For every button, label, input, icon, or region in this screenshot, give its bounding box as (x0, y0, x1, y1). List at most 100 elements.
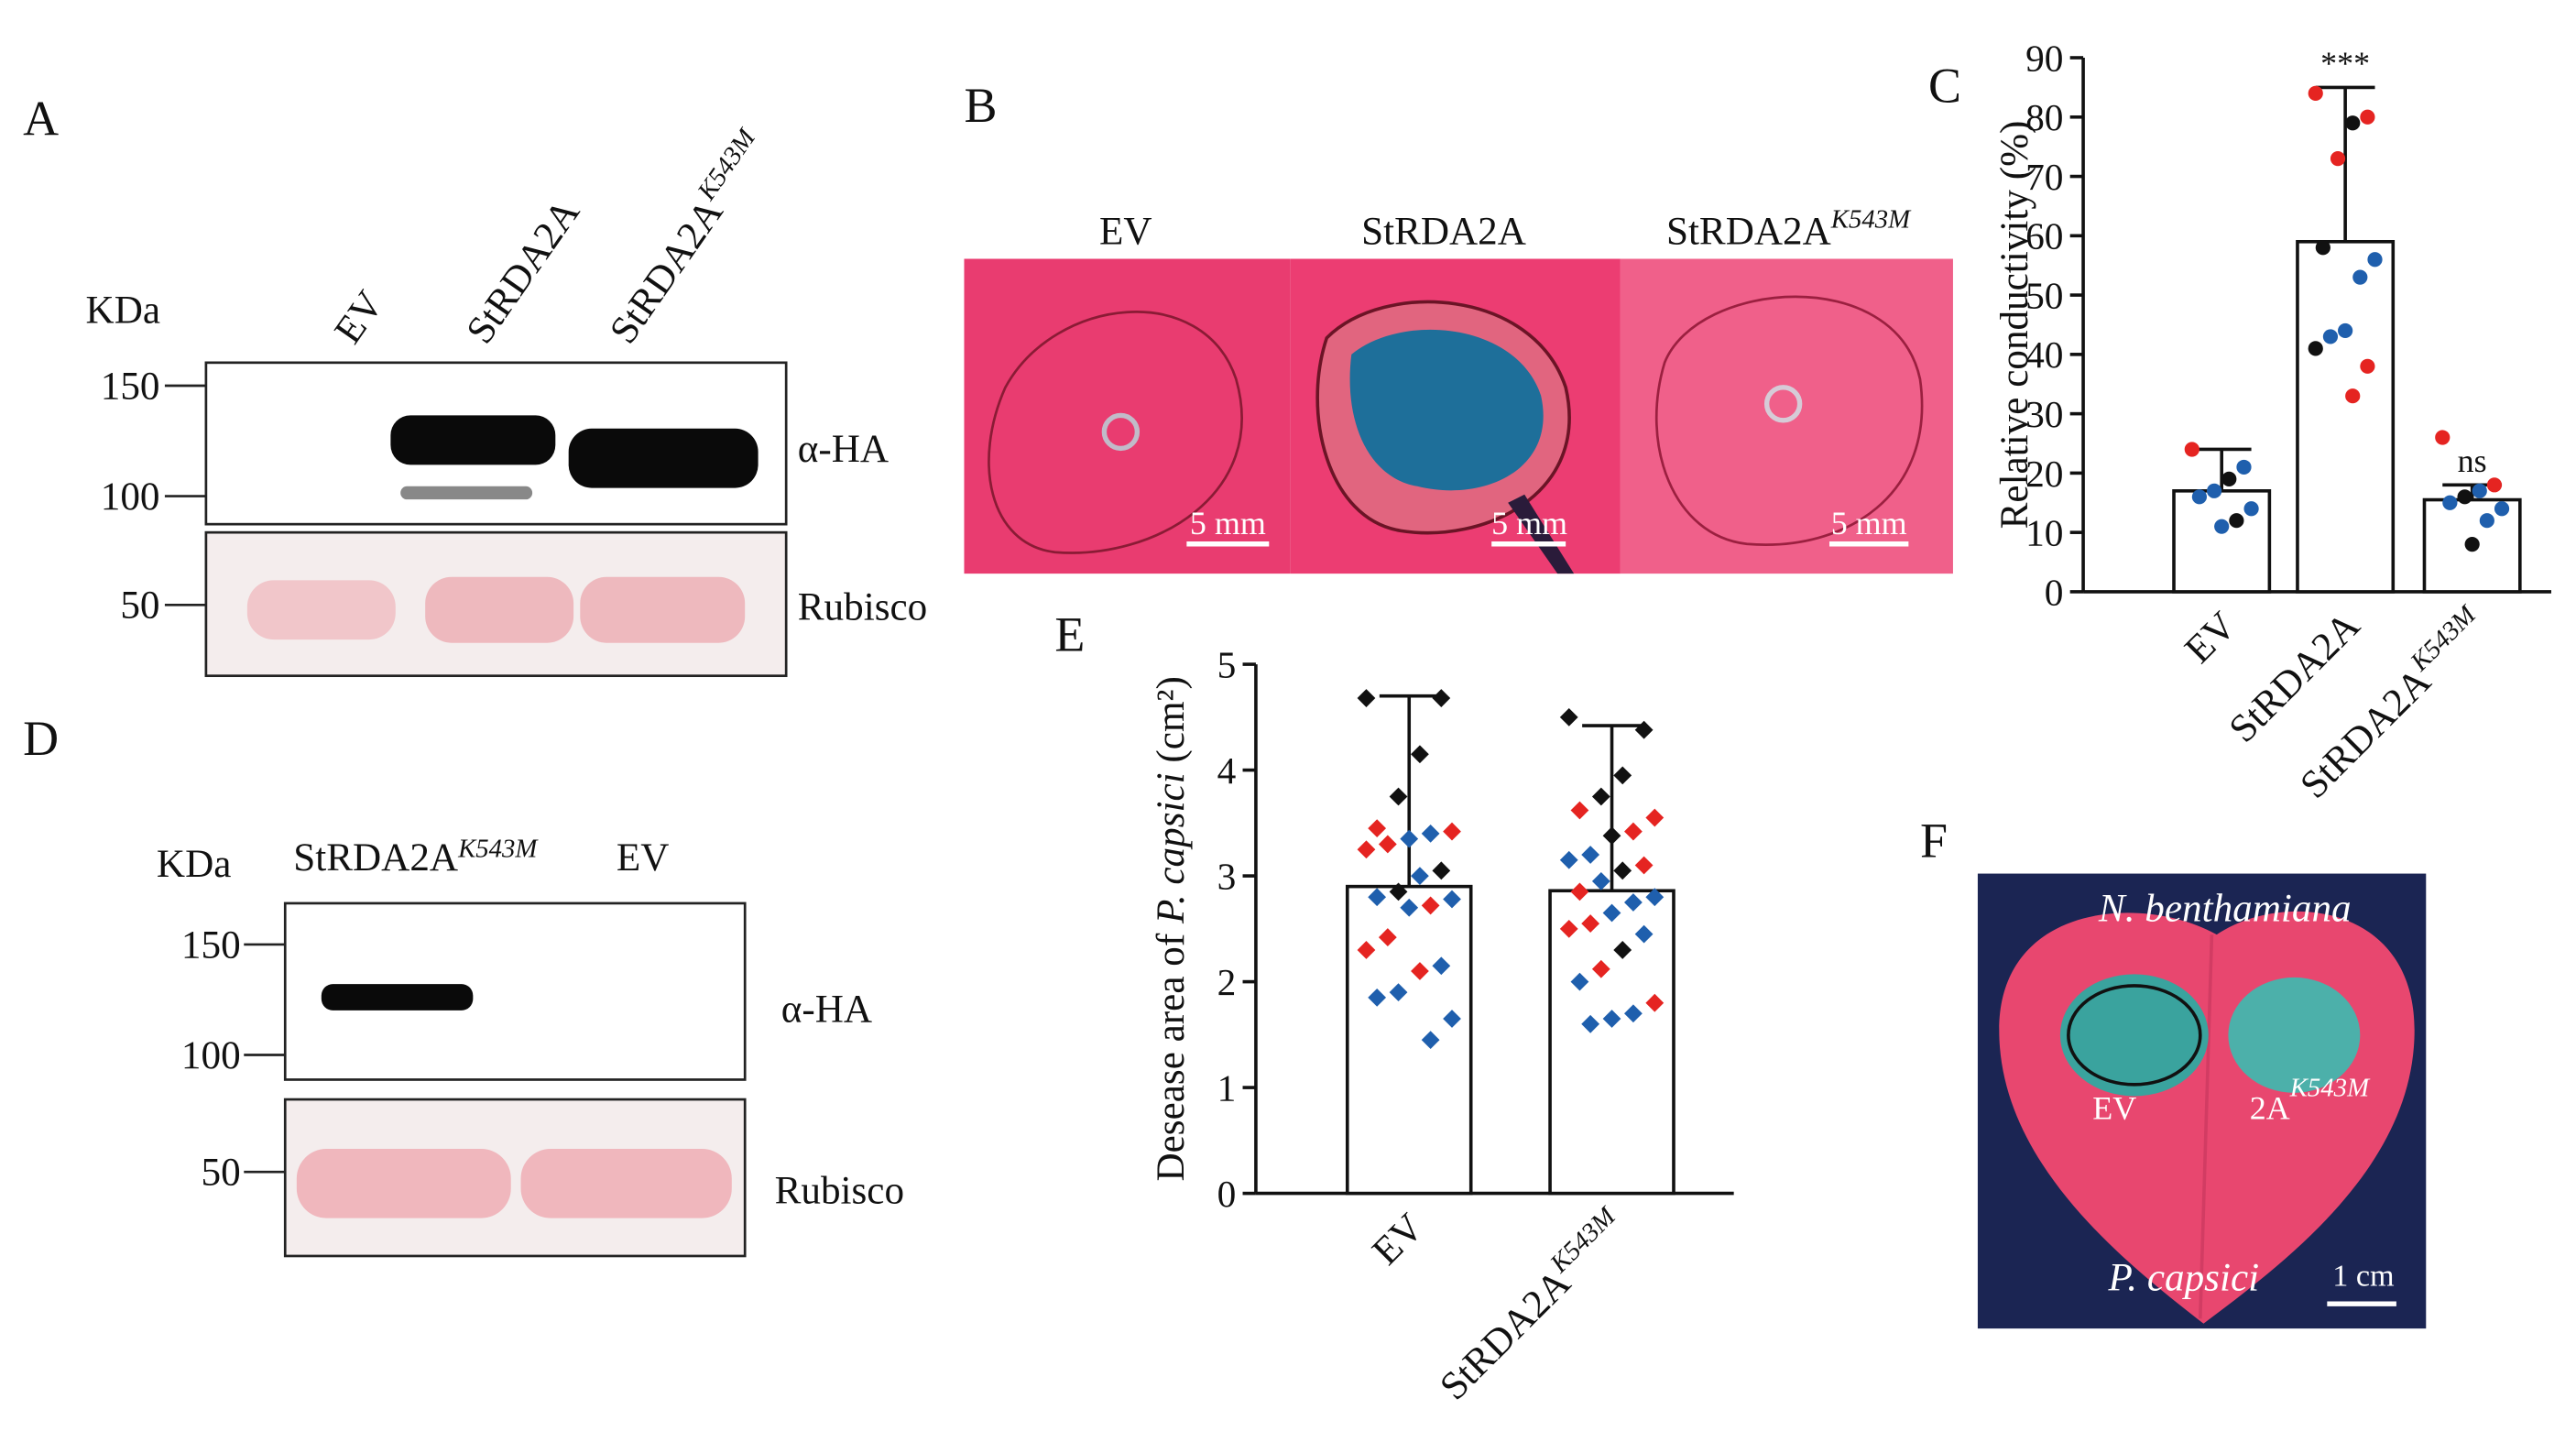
data-point (1443, 822, 1461, 841)
bar (1345, 884, 1473, 1196)
scale-bar-label: 5 mm (1491, 505, 1567, 541)
data-point (1368, 819, 1387, 838)
vein (1508, 494, 1575, 574)
data-point (2207, 483, 2222, 498)
blot-band (400, 486, 533, 500)
loading-label: Rubisco (775, 1169, 904, 1212)
category-superscript: K543M (2405, 599, 2483, 678)
data-point (1634, 720, 1654, 739)
label-part: P. capsici (1150, 772, 1193, 924)
data-point (2352, 269, 2368, 285)
spot-label: 2AK543M (2250, 1073, 2371, 1126)
data-point (1602, 826, 1621, 846)
blot-band (568, 428, 759, 488)
y-tick-label: 50 (2025, 274, 2063, 316)
data-point (2464, 537, 2480, 552)
data-point (1645, 888, 1665, 907)
data-point (2338, 322, 2353, 339)
marker-label: 100 (181, 1034, 241, 1077)
data-point (2315, 240, 2330, 256)
data-point (2221, 471, 2237, 486)
blot-band (246, 580, 396, 640)
data-point (2229, 513, 2244, 529)
data-point (1411, 745, 1429, 764)
data-point (1421, 824, 1440, 843)
title-text: StRDA2A (1666, 210, 1831, 253)
y-tick-label: 1 (1217, 1066, 1237, 1109)
y-tick-label: 60 (2025, 215, 2063, 257)
panel-label: C (1928, 59, 1961, 114)
data-point (1634, 924, 1654, 944)
data-point (1411, 867, 1429, 885)
data-point (1581, 846, 1600, 864)
panel-label: B (964, 78, 997, 133)
x-tick-label: StRDA2AK543M (1428, 1200, 1636, 1408)
lane-label: StRDA2AK543M (293, 835, 539, 879)
midrib (2199, 934, 2214, 1319)
data-point (1624, 1004, 1643, 1023)
data-point (2236, 459, 2252, 475)
data-point (1400, 829, 1419, 848)
marker-label: 150 (101, 365, 160, 408)
panel-label: E (1054, 607, 1085, 662)
marker-label: 150 (181, 923, 241, 967)
host-label: N. benthamiana (2098, 888, 2352, 931)
loading-label: Rubisco (798, 586, 927, 629)
scale-bar-label: 5 mm (1190, 505, 1266, 541)
data-point (1357, 840, 1376, 859)
data-point (1389, 787, 1408, 806)
lesion (2228, 977, 2361, 1093)
y-tick-label: 0 (1217, 1173, 1237, 1215)
panel-label: A (23, 92, 59, 147)
data-point (1624, 893, 1643, 912)
y-tick-label: 0 (2045, 571, 2064, 613)
x-tick-label: EV (2177, 604, 2244, 672)
y-tick-label: 5 (1217, 643, 1237, 685)
lane-text: StRDA2A (602, 191, 732, 351)
data-point (2345, 115, 2361, 131)
x-tick-label: EV (1364, 1206, 1432, 1273)
y-tick-label: 70 (2025, 156, 2063, 198)
y-tick-label: 3 (1217, 855, 1237, 897)
spot-superscript: K543M (2289, 1073, 2371, 1102)
data-point (1645, 808, 1665, 827)
data-point (2243, 501, 2259, 517)
data-point (1634, 856, 1654, 875)
lane-label: StRDA2AK543M (597, 123, 778, 352)
category-superscript: K543M (1544, 1200, 1622, 1279)
data-point (1624, 822, 1643, 841)
blot-band (390, 415, 556, 465)
scale-bar-label: 5 mm (1831, 505, 1907, 541)
spot-label: EV (2092, 1090, 2136, 1127)
data-point (2367, 252, 2383, 268)
cell-death-stain (1349, 329, 1544, 491)
title-superscript: K543M (1830, 204, 1912, 234)
y-tick-label: 90 (2025, 37, 2063, 79)
y-tick-label: 4 (1217, 749, 1237, 792)
lane-superscript: K543M (692, 123, 762, 207)
blot-band (296, 1149, 511, 1218)
lane-label: StRDA2A (458, 191, 588, 351)
panel-label: D (23, 711, 59, 766)
data-point (2472, 483, 2487, 498)
infiltration-outline (1654, 295, 1924, 546)
marker-label: 100 (101, 475, 160, 519)
category-text: StRDA2A (1432, 1262, 1578, 1408)
spot-text: 2A (2250, 1090, 2290, 1127)
data-point (2184, 442, 2199, 457)
data-point (2479, 513, 2494, 529)
data-point (1570, 801, 1589, 820)
pathogen-label: P. capsici (2108, 1257, 2260, 1300)
lane-superscript: K543M (457, 835, 539, 864)
significance-label: *** (2320, 45, 2370, 82)
y-tick-label: 30 (2025, 393, 2063, 435)
panel-label: F (1920, 814, 1948, 869)
data-point (2360, 358, 2375, 374)
blot-band (321, 984, 474, 1011)
image-title: StRDA2A (1361, 210, 1526, 253)
bar (1548, 889, 1675, 1196)
data-point (2494, 501, 2510, 517)
blot-band (425, 576, 574, 643)
y-tick-label: 20 (2025, 453, 2063, 495)
